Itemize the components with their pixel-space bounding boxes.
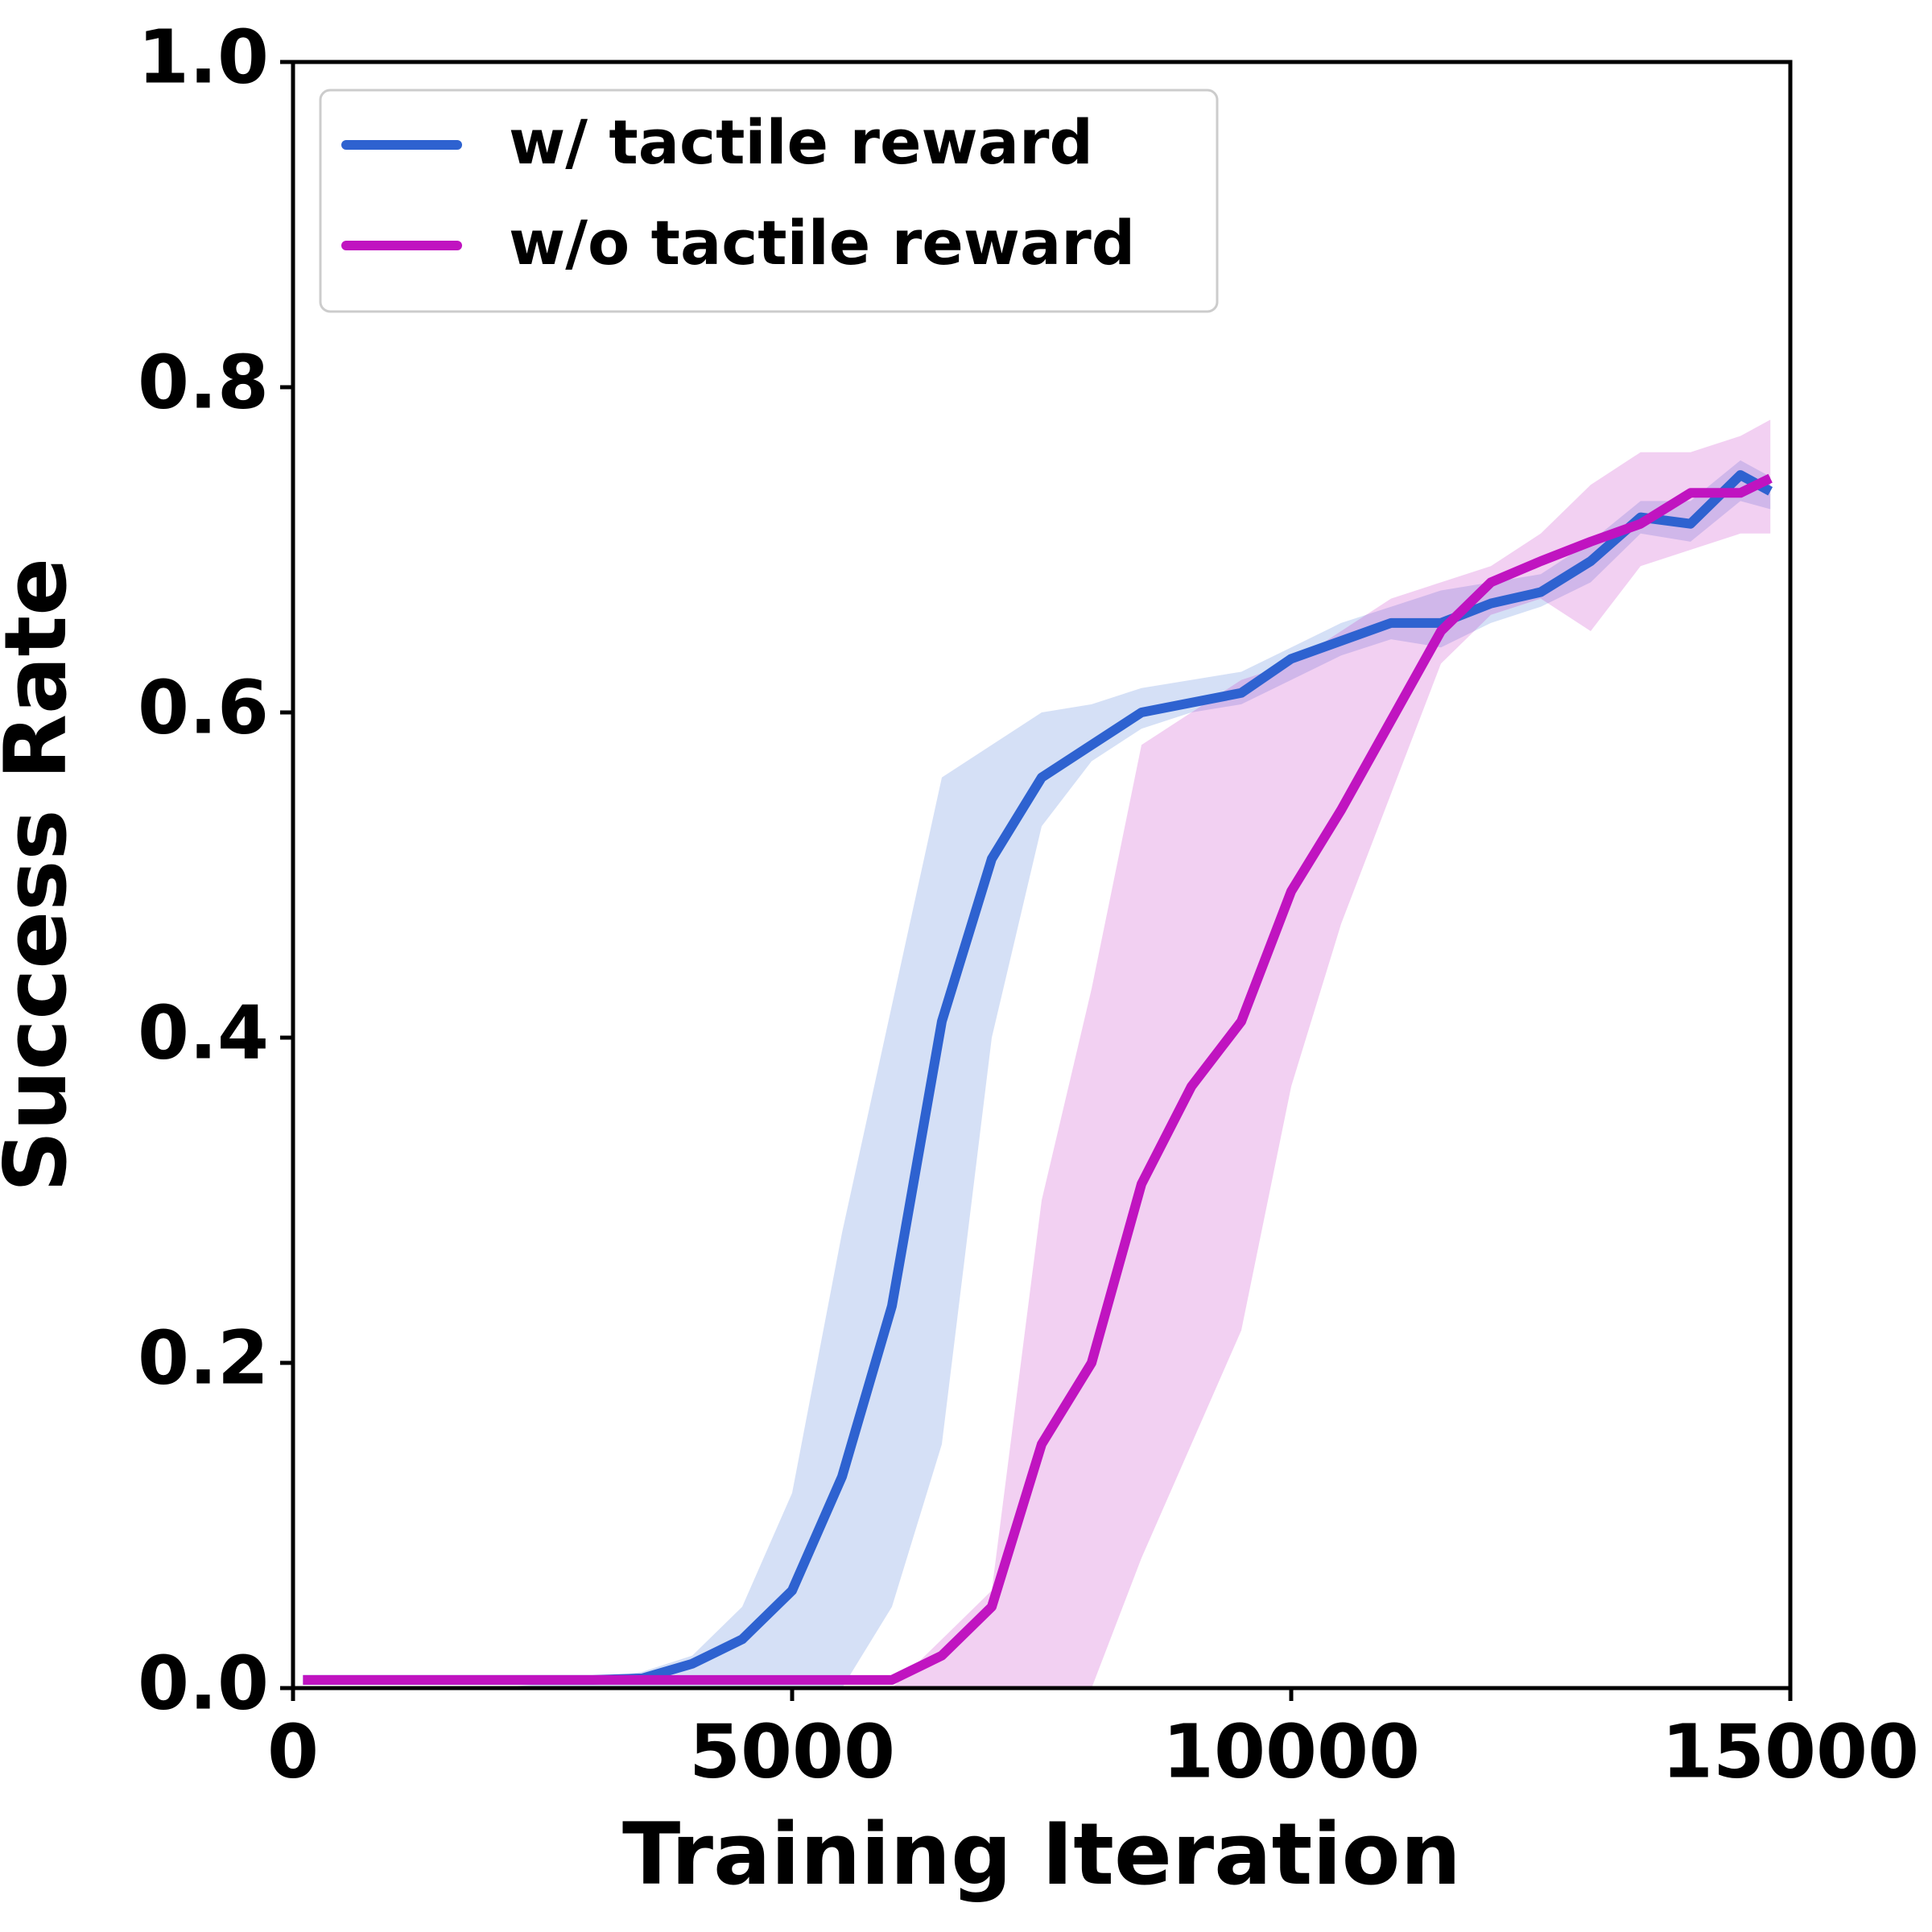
legend: w/ tactile reward w/o tactile reward <box>319 89 1219 313</box>
y-tick-label: 0.4 <box>138 989 269 1075</box>
line <box>303 470 1773 1685</box>
y-tick-label: 0.8 <box>138 339 269 425</box>
x-tick-label: 5000 <box>689 1708 895 1794</box>
line <box>303 473 1773 1685</box>
y-tick-label: 1.0 <box>138 14 269 100</box>
x-tick-label: 0 <box>267 1708 319 1794</box>
x-axis-label: Training Iteration <box>622 1805 1461 1904</box>
x-tick-label: 15000 <box>1662 1708 1919 1794</box>
y-tick-label: 0.6 <box>138 664 269 750</box>
plot-frame <box>291 60 1793 1690</box>
legend-label: w/ tactile reward <box>509 106 1093 178</box>
x-tick-label: 10000 <box>1162 1708 1420 1794</box>
confidence-band <box>303 419 1771 1688</box>
legend-label: w/o tactile reward <box>509 207 1135 279</box>
y-tick-label: 0.0 <box>138 1640 269 1726</box>
legend-box <box>319 89 1219 313</box>
y-axis-label: Success Rate <box>0 558 85 1192</box>
y-tick-label: 0.2 <box>138 1315 269 1401</box>
